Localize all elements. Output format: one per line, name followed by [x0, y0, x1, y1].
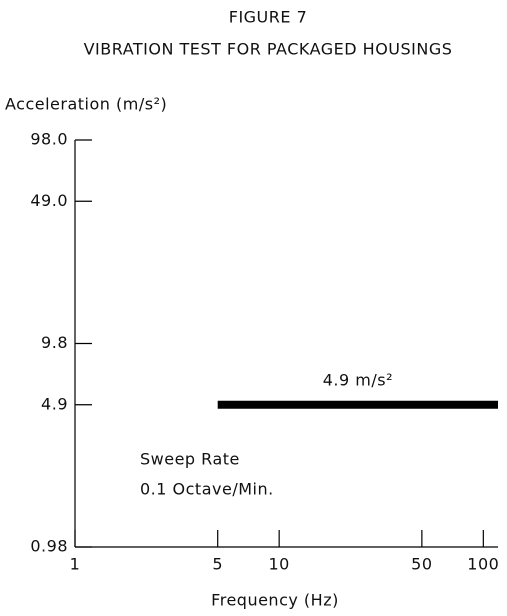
series-label: 4.9 m/s²	[323, 370, 393, 389]
x-tick-label: 50	[411, 555, 432, 574]
y-tick-label: 4.9	[41, 394, 68, 413]
x-tick-label: 1	[70, 555, 81, 574]
y-axis-label: Acceleration (m/s²)	[5, 95, 167, 114]
x-tick-label: 100	[467, 555, 499, 574]
x-axis-label: Frequency (Hz)	[211, 591, 339, 610]
x-tick-label: 10	[268, 555, 289, 574]
y-tick-label: 9.8	[41, 333, 68, 352]
y-tick-label: 98.0	[30, 130, 68, 149]
chart-title: FIGURE 7	[229, 8, 308, 27]
annotation: 0.1 Octave/Min.	[140, 480, 274, 499]
chart-subtitle: VIBRATION TEST FOR PACKAGED HOUSINGS	[84, 40, 453, 59]
y-tick-label: 49.0	[30, 191, 68, 210]
x-tick-label: 5	[212, 555, 223, 574]
y-tick-label: 0.98	[30, 537, 68, 556]
annotation: Sweep Rate	[140, 450, 240, 469]
